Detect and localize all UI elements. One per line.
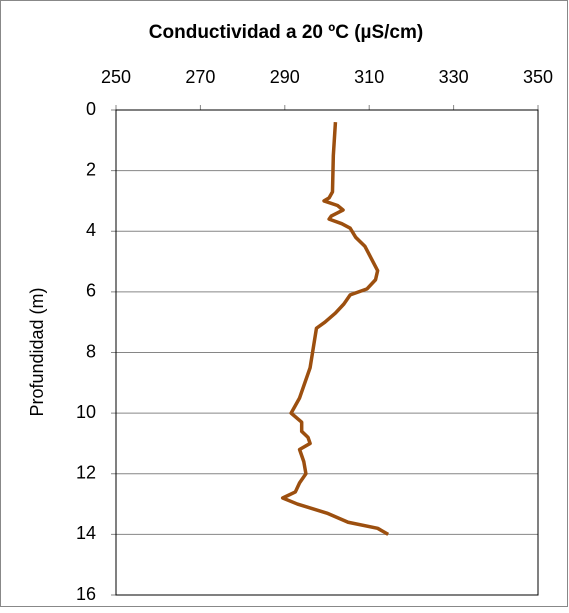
chart-title: Conductividad a 20 ºC (µS/cm): [149, 22, 423, 43]
y-tick-label: 6: [86, 281, 96, 301]
x-tick-label: 250: [101, 67, 131, 87]
x-tick-label: 330: [439, 67, 469, 87]
y-axis-label: Profundidad (m): [27, 287, 47, 416]
x-tick-label: 290: [270, 67, 300, 87]
x-tick-label: 270: [185, 67, 215, 87]
y-tick-label: 8: [86, 341, 96, 361]
y-tick-label: 16: [76, 584, 96, 604]
y-tick-label: 14: [76, 523, 96, 543]
y-tick-label: 4: [86, 220, 96, 240]
x-tick-label: 350: [523, 67, 553, 87]
y-tick-label: 0: [86, 99, 96, 119]
y-tick-label: 12: [76, 463, 96, 483]
y-tick-label: 10: [76, 402, 96, 422]
data-line: [280, 122, 390, 536]
x-tick-label: 310: [354, 67, 384, 87]
y-tick-label: 2: [86, 159, 96, 179]
plot-border: [115, 109, 539, 596]
